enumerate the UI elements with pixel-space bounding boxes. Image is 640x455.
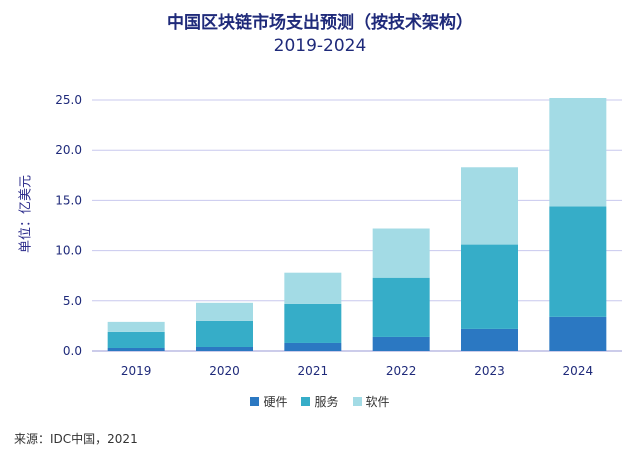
legend: 硬件 服务 软件 (0, 393, 640, 410)
x-tick-label: 2022 (386, 364, 417, 378)
x-tick-label: 2019 (121, 364, 152, 378)
legend-swatch (352, 397, 362, 406)
y-tick-label: 10.0 (55, 244, 82, 258)
bar-segment (549, 316, 607, 351)
y-tick-label: 25.0 (55, 93, 82, 107)
bar-segment (549, 97, 607, 207)
y-tick-label: 0.0 (63, 344, 82, 358)
bar-segment (549, 206, 607, 317)
legend-label: 软件 (365, 395, 390, 409)
chart-plot: 0.0 5.0 10.0 15.0 20.0 25.0 2019 2020 2021 2022 20… (55, 93, 622, 378)
legend-item: 软件 (352, 393, 390, 410)
bar-segment (196, 346, 253, 351)
x-tick-label: 2021 (298, 364, 329, 378)
x-tick-label: 2024 (563, 364, 594, 378)
bar-segment (372, 228, 430, 278)
x-tick-label: 2020 (209, 364, 240, 378)
bar-segment (107, 331, 165, 348)
bar-segment (461, 244, 518, 329)
bar-segment (284, 303, 342, 343)
legend-label: 服务 (314, 395, 339, 409)
bar-segment (372, 277, 430, 337)
y-tick-label: 15.0 (55, 193, 82, 207)
y-tick-label: 20.0 (55, 143, 82, 157)
bar-segment (461, 167, 518, 245)
bar-segment (196, 302, 253, 321)
legend-swatch (250, 397, 260, 406)
bar-segment (107, 347, 165, 351)
y-tick-label: 5.0 (63, 294, 82, 308)
bar-segment (196, 320, 253, 347)
legend-item: 硬件 (250, 393, 287, 410)
x-tick-label: 2023 (474, 364, 505, 378)
legend-swatch (301, 397, 311, 406)
bar-segment (372, 336, 430, 351)
bar-segment (461, 328, 518, 351)
bar-segment (107, 321, 165, 332)
chart-subtitle: 2019-2024 (273, 36, 367, 56)
bar-segment (284, 272, 342, 304)
source-note: 来源：IDC中国，2021 (14, 432, 138, 446)
chart-title: 中国区块链市场支出预测（按技术架构） (167, 13, 473, 33)
legend-item: 服务 (301, 393, 339, 410)
legend-label: 硬件 (263, 395, 288, 409)
bar-segment (284, 342, 342, 351)
